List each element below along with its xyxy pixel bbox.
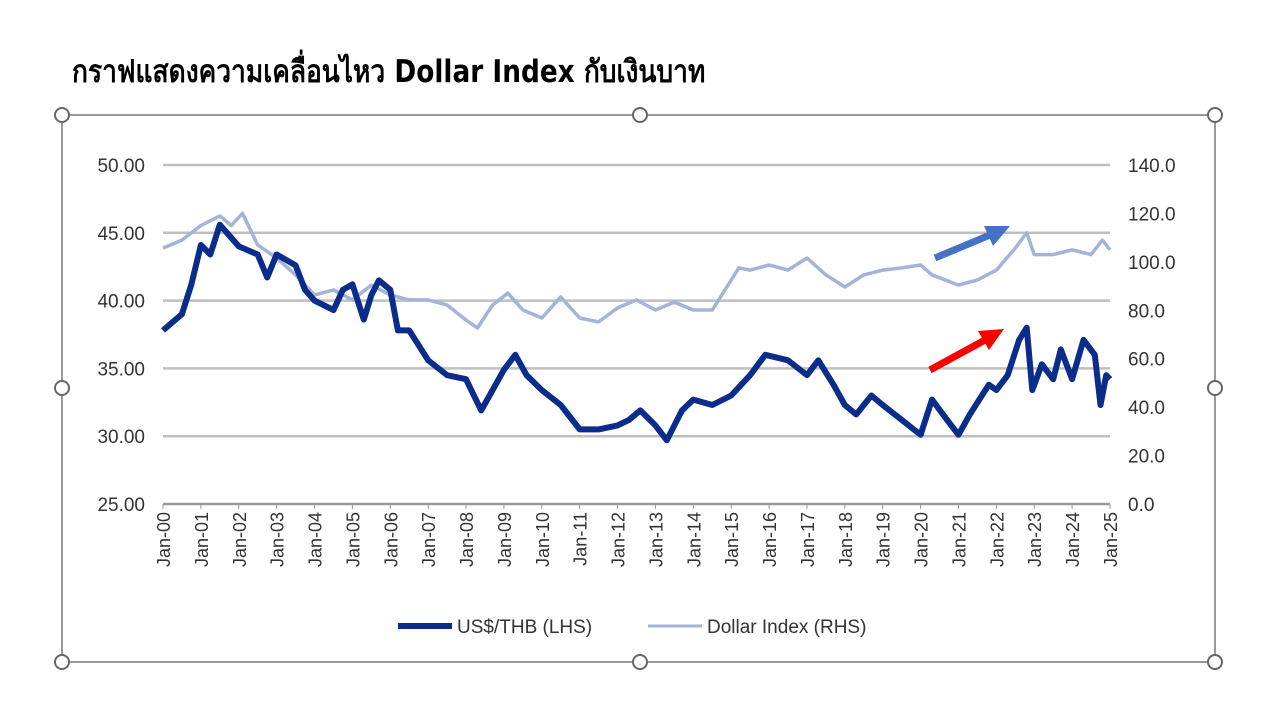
x-tick-label: Jan-21 xyxy=(949,512,969,567)
series-line-dollar-index xyxy=(162,211,1112,330)
x-tick-label: Jan-23 xyxy=(1025,512,1045,567)
x-tick-label: Jan-04 xyxy=(306,512,326,567)
x-tick-label: Jan-11 xyxy=(571,512,591,566)
y-right-tick-label: 100.0 xyxy=(1128,253,1176,274)
x-tick-label: Jan-12 xyxy=(609,512,629,567)
resize-handle[interactable] xyxy=(632,654,648,670)
legend-label-dxy: Dollar Index (RHS) xyxy=(707,617,866,638)
y-left-tick-label: 30.00 xyxy=(97,427,145,448)
y-right-tick-label: 140.0 xyxy=(1128,156,1176,177)
x-tick-label: Jan-20 xyxy=(912,512,932,567)
x-tick-label: Jan-06 xyxy=(381,512,401,567)
red-arrow-shaft xyxy=(928,336,987,374)
x-tick-label: Jan-24 xyxy=(1063,512,1083,567)
resize-handle[interactable] xyxy=(54,380,70,396)
y-right-tick-label: 60.0 xyxy=(1128,350,1165,371)
legend-label-thb: US$/THB (LHS) xyxy=(457,617,592,638)
red-arrow-head xyxy=(978,329,1004,350)
y-left-tick-label: 25.00 xyxy=(97,495,145,516)
x-tick-label: Jan-13 xyxy=(646,512,666,567)
resize-handle[interactable] xyxy=(54,107,70,123)
x-tick-label: Jan-18 xyxy=(836,512,856,567)
x-tick-label: Jan-02 xyxy=(230,512,250,567)
page-title: กราฟแสดงความเคลื่อนไหว Dollar Index กับเ… xyxy=(72,54,706,90)
y-left-tick-label: 40.00 xyxy=(97,292,145,313)
x-tick-label: Jan-09 xyxy=(495,512,515,567)
y-right-tick-label: 40.0 xyxy=(1128,398,1165,419)
legend: US$/THB (LHS) Dollar Index (RHS) xyxy=(398,617,866,638)
y-right-tick-label: 0.0 xyxy=(1128,495,1154,516)
x-tick-label: Jan-25 xyxy=(1101,512,1121,567)
x-tick-label: Jan-07 xyxy=(419,512,439,567)
x-tick-label: Jan-01 xyxy=(192,512,212,567)
x-tick-label: Jan-22 xyxy=(987,512,1007,567)
resize-handle[interactable] xyxy=(1207,654,1223,670)
y-left-tick-label: 45.00 xyxy=(97,224,145,245)
chart-frame[interactable] xyxy=(61,114,1216,663)
x-tick-label: Jan-10 xyxy=(533,512,553,567)
blue-arrow-shaft xyxy=(933,231,992,262)
x-tick-label: Jan-15 xyxy=(722,512,742,567)
x-tick-label: Jan-05 xyxy=(343,512,363,567)
resize-handle[interactable] xyxy=(54,654,70,670)
x-tick-label: Jan-08 xyxy=(457,512,477,567)
x-tick-label: Jan-17 xyxy=(798,512,818,567)
y-right-tick-label: 80.0 xyxy=(1128,301,1165,322)
y-left-tick-label: 50.00 xyxy=(97,156,145,177)
x-tick-label: Jan-16 xyxy=(760,512,780,567)
y-left-tick-label: 35.00 xyxy=(97,359,145,380)
blue-arrow-head xyxy=(984,226,1010,246)
resize-handle[interactable] xyxy=(1207,107,1223,123)
x-tick-label: Jan-14 xyxy=(684,512,704,567)
series-line-usd-thb xyxy=(161,221,1113,444)
resize-handle[interactable] xyxy=(632,107,648,123)
y-right-tick-label: 20.0 xyxy=(1128,447,1165,468)
x-tick-label: Jan-00 xyxy=(154,512,174,567)
x-tick-label: Jan-03 xyxy=(268,512,288,567)
resize-handle[interactable] xyxy=(1207,380,1223,396)
y-right-tick-label: 120.0 xyxy=(1128,204,1176,225)
x-tick-label: Jan-19 xyxy=(874,512,894,567)
